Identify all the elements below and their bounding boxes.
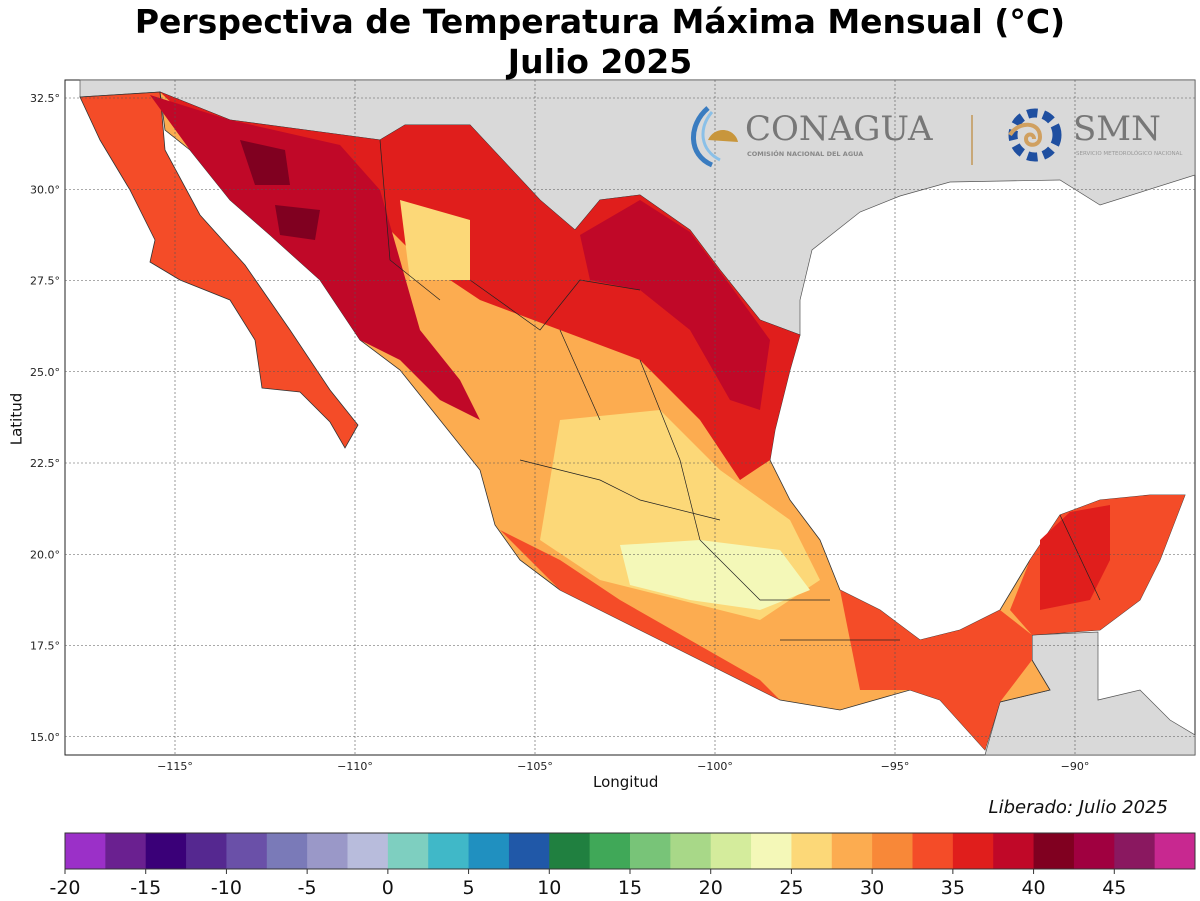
- y-tick-label: 22.5°: [30, 457, 60, 470]
- colorbar-label: -10: [211, 877, 242, 899]
- colorbar-bin: [65, 833, 106, 869]
- release-note: Liberado: Julio 2025: [988, 797, 1168, 818]
- colorbar-bin: [1033, 833, 1075, 869]
- x-tick-label: −95°: [881, 760, 910, 773]
- colorbar-bin: [266, 833, 308, 869]
- y-tick-label: 17.5°: [30, 640, 60, 653]
- state-border: [699, 539, 830, 601]
- colorbar-bin: [428, 833, 470, 869]
- tick-labels: −115° −110° −105° −100° −95° −90° 32.5° 30.0° 27…: [30, 92, 1089, 773]
- gridlines: [65, 80, 1195, 755]
- colorbar-bin: [508, 833, 550, 869]
- colorbar-label: 5: [463, 877, 475, 899]
- state-border: [519, 459, 721, 521]
- state-border: [559, 329, 601, 421]
- x-tick-label: −105°: [517, 760, 553, 773]
- colorbar-bin: [145, 833, 187, 869]
- colorbar-bin: [630, 833, 671, 869]
- colorbar-bin: [1114, 833, 1156, 869]
- temperature-zone-extreme-zone-2: [275, 205, 320, 240]
- colorbar: -20 -15 -10 -5 0 5 10 15 20 25 30 35 40 45: [49, 832, 1196, 899]
- temperature-zone-baja-land: [79, 91, 359, 449]
- conagua-logo: CONAGUA COMISIÓN NACIONAL DEL AGUA: [691, 106, 973, 168]
- temperature-zone-hot-zone-south: [840, 590, 1032, 750]
- state-border: [1059, 514, 1101, 601]
- colorbar-bin: [1073, 833, 1115, 869]
- smn-name: SMN: [1073, 109, 1161, 149]
- colorbar-label: 25: [779, 877, 803, 899]
- colorbar-bin: [1154, 833, 1196, 869]
- colorbar-bin: [670, 833, 712, 869]
- y-tick-label: 20.0°: [30, 548, 60, 561]
- title-line-2: Julio 2025: [507, 42, 693, 81]
- colorbar-bin: [307, 833, 348, 869]
- state-border: [469, 279, 641, 331]
- y-tick-label: 32.5°: [30, 92, 60, 105]
- colorbar-bin: [105, 833, 147, 869]
- y-axis-label: Latitud: [7, 392, 26, 446]
- colorbar-label: 15: [618, 877, 642, 899]
- conagua-name: CONAGUA: [745, 109, 933, 149]
- x-axis-label: Longitud: [593, 773, 659, 791]
- map-area: [64, 79, 1196, 756]
- smn-logo: SMN SERVICIO METEOROLÓGICO NACIONAL: [1008, 108, 1183, 162]
- colorbar-bin: [549, 833, 591, 869]
- colorbar-label: 40: [1021, 877, 1045, 899]
- title-line-1: Perspectiva de Temperatura Máxima Mensua…: [134, 2, 1066, 41]
- colorbar-bin: [347, 833, 389, 869]
- colorbar-bin: [387, 833, 429, 869]
- colorbar-label: 0: [382, 877, 394, 899]
- mexico-land: [79, 91, 1186, 751]
- temperature-zone-extreme-zone: [240, 140, 290, 185]
- smn-gear-icon: [1008, 108, 1062, 162]
- colorbar-label: -5: [298, 877, 317, 899]
- colorbar-label: 30: [860, 877, 884, 899]
- temperature-zone-hottest-zone-northeast: [580, 200, 770, 410]
- colorbar-bin: [993, 833, 1035, 869]
- colorbar-bin: [468, 833, 510, 869]
- colorbar-bin: [186, 833, 227, 869]
- temperature-zone-mild-zone-central: [400, 200, 470, 280]
- colorbar-bin: [912, 833, 954, 869]
- y-tick-label: 25.0°: [30, 366, 60, 379]
- colorbar-label: 35: [941, 877, 965, 899]
- conagua-subtitle: COMISIÓN NACIONAL DEL AGUA: [747, 149, 863, 158]
- temperature-zone-cool-zone-highlands: [620, 540, 810, 610]
- colorbar-bin: [226, 833, 268, 869]
- colorbar-bin: [791, 833, 833, 869]
- x-tick-label: −100°: [697, 760, 733, 773]
- colorbar-label: 45: [1102, 877, 1126, 899]
- y-tick-label: 15.0°: [30, 731, 60, 744]
- temperature-zone-hot-zone-pacific: [500, 530, 780, 700]
- colorbar-bin: [710, 833, 752, 869]
- x-tick-label: −115°: [157, 760, 193, 773]
- colorbar-bin: [952, 833, 994, 869]
- x-tick-label: −90°: [1061, 760, 1090, 773]
- y-tick-label: 27.5°: [30, 275, 60, 288]
- colorbar-bin: [589, 833, 631, 869]
- colorbar-bin: [831, 833, 873, 869]
- x-tick-label: −110°: [337, 760, 373, 773]
- colorbar-bin: [872, 833, 913, 869]
- colorbar-label: -15: [130, 877, 161, 899]
- colorbar-label: 10: [537, 877, 561, 899]
- colorbar-label: -20: [49, 877, 80, 899]
- conagua-wave-icon: [691, 106, 714, 168]
- smn-subtitle: SERVICIO METEOROLÓGICO NACIONAL: [1076, 150, 1183, 157]
- state-border: [379, 139, 441, 301]
- colorbar-label: 20: [699, 877, 723, 899]
- y-tick-label: 30.0°: [30, 183, 60, 196]
- colorbar-bin: [751, 833, 792, 869]
- temperature-zone-hottest-zone-sonora: [150, 95, 480, 420]
